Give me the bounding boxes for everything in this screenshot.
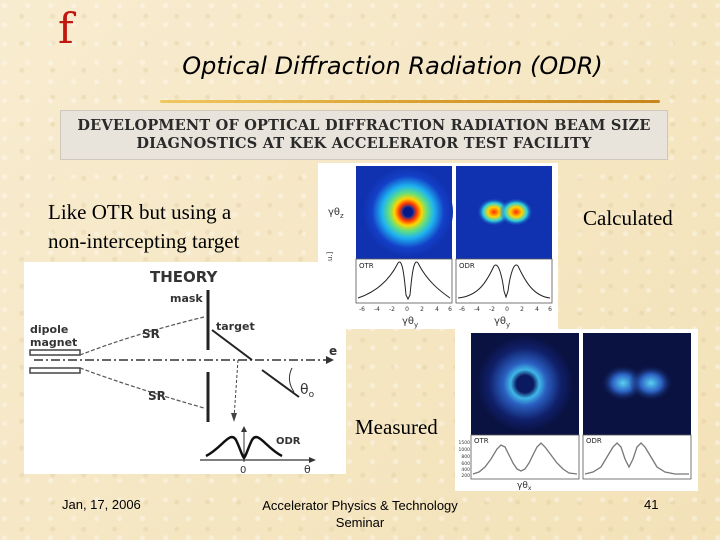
measured-odr-lobe-right [629, 365, 673, 401]
calc-tick: -6 [459, 306, 465, 313]
measured-label: Measured [355, 415, 438, 439]
logo-f: f [58, 4, 74, 53]
odr-curve [205, 435, 283, 460]
calc-tick: 0 [505, 306, 509, 313]
dipole-magnet-bottom [29, 367, 81, 374]
angle-arc [288, 367, 295, 393]
meas-ytick: 600 [461, 461, 470, 467]
calc-tick: -2 [389, 306, 395, 313]
banner-line-2: DIAGNOSTICS AT KEK ACCELERATOR TEST FACI… [136, 135, 592, 152]
intro-text: Like OTR but using a non-intercepting ta… [48, 198, 239, 256]
meas-ytick: 1000 [459, 447, 471, 453]
meas-odr-label: ODR [586, 437, 602, 445]
calc-tick: 4 [535, 306, 539, 313]
calc-tick: -4 [374, 306, 380, 313]
theory-figure: THEORY mask target dipole magnet e SR SR… [24, 262, 346, 476]
meas-ytick: 800 [461, 454, 470, 460]
otr-profile-curve [357, 261, 451, 301]
dipole-label: dipole [30, 323, 68, 336]
target-label: target [216, 320, 255, 333]
target-plate-lower [261, 369, 300, 398]
mask-label: mask [170, 292, 203, 305]
sr-ray-bottom [79, 367, 205, 409]
calculated-figure: γθz Intensity [a.u.] OTR ODR -6 -4 -2 0 … [318, 163, 558, 329]
measured-otr-profile-frame [470, 434, 580, 480]
title-underline [160, 100, 660, 103]
calc-odr-label: ODR [459, 262, 475, 270]
calc-tick: -2 [489, 306, 495, 313]
banner-line-1: DEVELOPMENT OF OPTICAL DIFFRACTION RADIA… [77, 117, 651, 134]
calc-otr-label: OTR [359, 262, 374, 270]
calc-tick: 4 [435, 306, 439, 313]
odr-lobe-right [499, 198, 533, 226]
footer-seminar-line-1: Accelerator Physics & Technology [262, 498, 458, 513]
sr-top-label: SR [142, 327, 160, 341]
calc-tick: 0 [405, 306, 409, 313]
meas-ytick: 1500 [459, 440, 471, 446]
measured-otr-curve [472, 442, 578, 475]
measured-figure: OTR ODR 1500 1000 800 600 400 200 γθx [455, 329, 698, 492]
odr-profile-curve [457, 264, 551, 299]
paper-title-banner: DEVELOPMENT OF OPTICAL DIFFRACTION RADIA… [60, 110, 668, 160]
theory-heading: THEORY [150, 268, 219, 286]
sr-bottom-label: SR [148, 389, 166, 403]
footer-seminar-line-2: Seminar [335, 515, 385, 530]
theory-diagram: THEORY mask target dipole magnet e SR SR… [29, 268, 337, 476]
odr-label: ODR [276, 436, 301, 447]
measured-otr-ring [477, 336, 573, 432]
odr-ray-arrow [231, 413, 237, 422]
meas-ytick: 200 [461, 473, 470, 479]
meas-otr-label: OTR [474, 437, 489, 445]
calc-ylabel-top: γθz [328, 207, 344, 220]
calc-xlabel-left: γθy [402, 316, 418, 329]
odr-ray [233, 359, 239, 419]
calculated-label: Calculated [583, 206, 673, 230]
measured-odr-profile-frame [582, 434, 692, 480]
sr-ray-top [79, 316, 205, 356]
calc-tick: -4 [474, 306, 480, 313]
zero-label: 0 [240, 465, 246, 474]
theta-axis-label: θ [304, 463, 311, 474]
calc-tick: 2 [520, 306, 524, 313]
calc-tick: 6 [448, 306, 452, 313]
calculated-plot: γθz Intensity [a.u.] OTR ODR -6 -4 -2 0 … [326, 166, 553, 329]
footer-seminar: Accelerator Physics & Technology Seminar [240, 497, 480, 531]
beam-label: e [329, 344, 337, 358]
footer-date: Jan, 17, 2006 [62, 497, 141, 512]
dipole-magnet-top [29, 349, 81, 356]
meas-ytick: 400 [461, 467, 470, 473]
angle-label: θo [300, 382, 315, 400]
measured-plot: OTR ODR 1500 1000 800 600 400 200 γθx [459, 333, 692, 492]
measured-odr-curve [584, 442, 689, 475]
slide-title: Optical Diffraction Radiation (ODR) [182, 52, 603, 80]
calc-xlabel-right: γθy [494, 316, 510, 329]
intro-line-2: non-intercepting target [48, 229, 240, 253]
calc-tick: 2 [420, 306, 424, 313]
odr-profile-frame [455, 258, 553, 304]
meas-xlabel: γθx [517, 481, 532, 491]
page-number: 41 [644, 497, 659, 512]
magnet-label: magnet [30, 336, 77, 349]
beam-arrowhead [326, 356, 334, 364]
target-plate [211, 329, 253, 361]
otr-profile-frame [355, 258, 453, 304]
calc-tick: -6 [359, 306, 365, 313]
intro-line-1: Like OTR but using a [48, 200, 232, 224]
calc-tick: 6 [548, 306, 552, 313]
